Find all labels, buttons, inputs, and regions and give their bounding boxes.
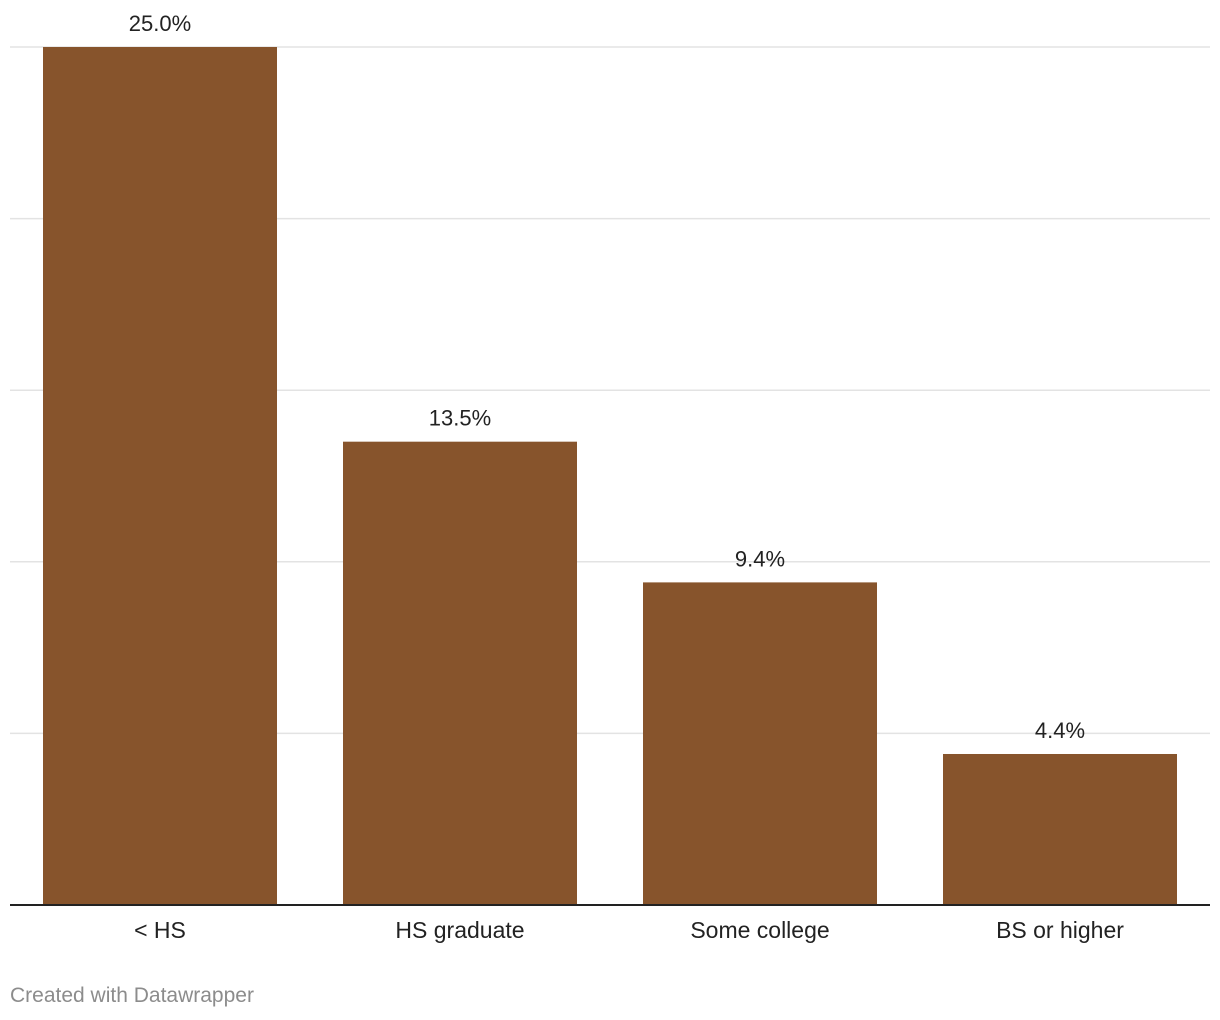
bar-1 <box>43 47 277 905</box>
category-label-2: HS graduate <box>395 917 524 943</box>
category-labels: < HS HS graduate Some college BS or higher <box>134 917 1124 943</box>
value-label-1: 25.0% <box>129 11 191 36</box>
category-label-3: Some college <box>690 917 829 943</box>
bars <box>43 47 1177 905</box>
category-label-1: < HS <box>134 917 186 943</box>
value-labels: 25.0% 13.5% 9.4% 4.4% <box>129 11 1085 743</box>
bar-chart: 25.0% 13.5% 9.4% 4.4% < HS HS graduate Some c… <box>10 11 1210 943</box>
bar-2 <box>343 441 577 905</box>
bar-4 <box>943 753 1177 905</box>
value-label-2: 13.5% <box>429 406 491 431</box>
value-label-3: 9.4% <box>735 546 785 571</box>
value-label-4: 4.4% <box>1035 718 1085 743</box>
bar-3 <box>643 582 877 905</box>
credit-text: Created with Datawrapper <box>10 984 254 1007</box>
category-label-4: BS or higher <box>996 917 1124 943</box>
